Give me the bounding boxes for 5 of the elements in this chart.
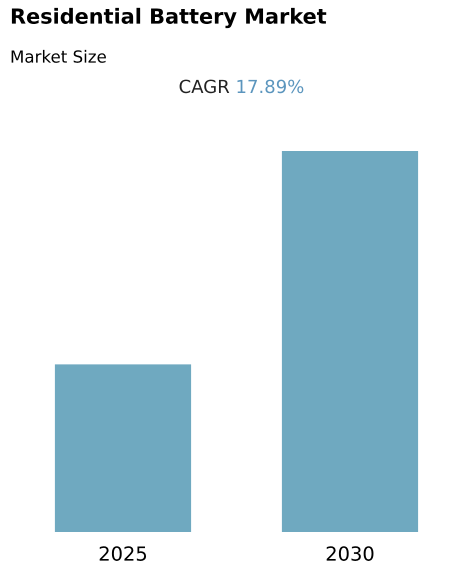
text: CAGR 17.89% xyxy=(180,80,304,94)
chart-title: Residential Battery Market xyxy=(12,8,326,28)
x-tick-label: 2030 xyxy=(326,546,374,561)
x-tick-label: 2025 xyxy=(100,546,146,561)
chart-subtitle: Market Size xyxy=(12,50,106,63)
